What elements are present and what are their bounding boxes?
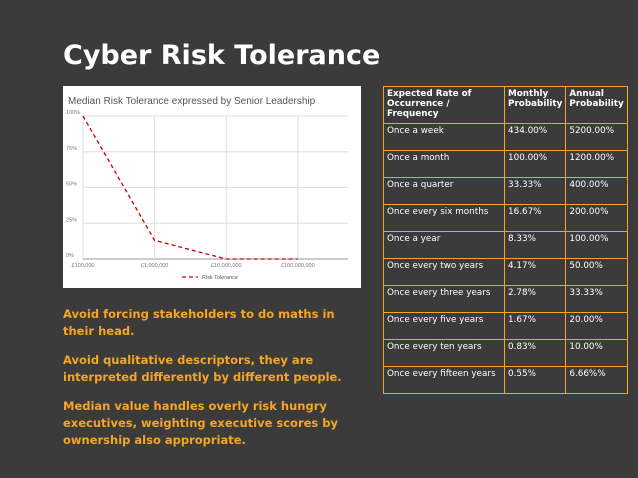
legend-label: Risk Tolerance: [202, 275, 238, 281]
cell-monthly: 0.83%: [503, 339, 567, 367]
cell-monthly: 0.55%: [503, 366, 567, 394]
cell-annual: 20.00%: [565, 312, 628, 340]
risk-tolerance-chart: Median Risk Tolerance expressed by Senio…: [63, 86, 361, 288]
cell-annual: 400.00%: [565, 177, 628, 205]
y-tick-label: 50%: [66, 182, 77, 188]
cell-frequency: Once a quarter: [383, 177, 505, 205]
cell-frequency: Once every five years: [383, 312, 505, 340]
table-row: Once every fifteen years 0.55% 6.66%%: [383, 366, 628, 394]
cell-frequency: Once every six months: [383, 204, 505, 232]
note-qualitative: Avoid qualitative descriptors, they are …: [63, 353, 342, 384]
cell-frequency: Once a year: [383, 231, 505, 259]
slide-title: Cyber Risk Tolerance: [63, 40, 381, 71]
cell-annual: 100.00%: [565, 231, 628, 259]
cell-frequency: Once every ten years: [383, 339, 505, 367]
table-body: Once a week 434.00% 5200.00% Once a month 10…: [383, 123, 628, 394]
cell-monthly: 33.33%: [503, 177, 567, 205]
y-tick-label: 75%: [66, 146, 77, 152]
cell-annual: 1200.00%: [565, 150, 628, 178]
header-frequency: Expected Rate of Occurrence / Frequency: [383, 86, 505, 124]
table-row: Once every six months 16.67% 200.00%: [383, 204, 628, 232]
x-tick-label: £100,000: [72, 263, 95, 269]
cell-annual: 5200.00%: [565, 123, 628, 151]
table-header-row: Expected Rate of Occurrence / Frequency …: [383, 86, 628, 124]
cell-frequency: Once a week: [383, 123, 505, 151]
cell-monthly: 434.00%: [503, 123, 567, 151]
note-median: Median value handles overly risk hungry …: [63, 399, 338, 447]
cell-annual: 10.00%: [565, 339, 628, 367]
note-maths: Avoid forcing stakeholders to do maths i…: [63, 307, 335, 338]
cell-annual: 50.00%: [565, 258, 628, 286]
x-tick-label: £1,000,000: [141, 263, 169, 269]
table-row: Once a quarter 33.33% 400.00%: [383, 177, 628, 205]
table-row: Once every two years 4.17% 50.00%: [383, 258, 628, 286]
x-tick-label: £10,000,000: [211, 263, 242, 269]
table-row: Once a year 8.33% 100.00%: [383, 231, 628, 259]
table-row: Once every ten years 0.83% 10.00%: [383, 339, 628, 367]
chart-title: Median Risk Tolerance expressed by Senio…: [68, 96, 316, 107]
cell-monthly: 8.33%: [503, 231, 567, 259]
table-row: Once a week 434.00% 5200.00%: [383, 123, 628, 151]
table-row: Once every five years 1.67% 20.00%: [383, 312, 628, 340]
cell-frequency: Once a month: [383, 150, 505, 178]
cell-annual: 6.66%%: [565, 366, 628, 394]
cell-frequency: Once every fifteen years: [383, 366, 505, 394]
cell-annual: 33.33%: [565, 285, 628, 313]
cell-monthly: 1.67%: [503, 312, 567, 340]
cell-monthly: 4.17%: [503, 258, 567, 286]
x-tick-label: £100,000,000: [281, 263, 315, 269]
cell-monthly: 2.78%: [503, 285, 567, 313]
y-tick-label: 0%: [66, 253, 74, 259]
table-row: Once every three years 2.78% 33.33%: [383, 285, 628, 313]
cell-frequency: Once every three years: [383, 285, 505, 313]
probability-table: Expected Rate of Occurrence / Frequency …: [383, 86, 628, 394]
series-line-risk-tolerance: [82, 115, 298, 260]
cell-frequency: Once every two years: [383, 258, 505, 286]
table-row: Once a month 100.00% 1200.00%: [383, 150, 628, 178]
y-tick-label: 25%: [66, 217, 77, 223]
header-monthly: Monthly Probability: [503, 86, 567, 124]
cell-monthly: 16.67%: [503, 204, 567, 232]
notes-block: Avoid forcing stakeholders to do maths i…: [63, 306, 363, 461]
header-annual: Annual Probability: [565, 86, 628, 124]
y-tick-label: 100%: [66, 110, 80, 116]
chart-svg: Median Risk Tolerance expressed by Senio…: [66, 96, 348, 281]
cell-monthly: 100.00%: [503, 150, 567, 178]
cell-annual: 200.00%: [565, 204, 628, 232]
